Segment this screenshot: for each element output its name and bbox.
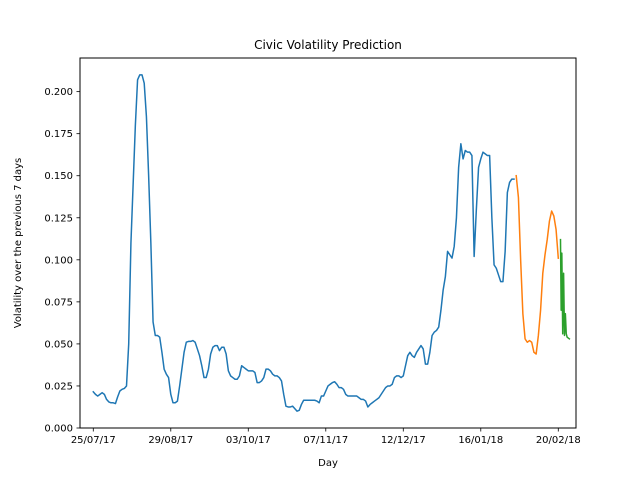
y-axis-ticks: 0.000 0.025 0.050 0.075 0.100 0.125 0.150 0.175… [44, 87, 80, 435]
y-tick-label: 0.175 [44, 129, 73, 140]
y-tick-label: 0.100 [44, 255, 73, 266]
x-axis-label: Day [318, 458, 338, 469]
plot-frame [79, 57, 577, 429]
chart-title: Civic Volatility Prediction [254, 38, 402, 52]
x-tick-label: 25/07/17 [71, 435, 116, 446]
x-axis-ticks: 25/07/17 29/08/17 03/10/17 07/11/17 12/12/17… [71, 428, 581, 446]
x-tick-label: 03/10/17 [226, 435, 271, 446]
series-line-2 [515, 174, 560, 355]
x-tick-label: 16/01/18 [458, 435, 503, 446]
y-tick-label: 0.000 [44, 424, 73, 435]
y-tick-label: 0.150 [44, 171, 73, 182]
x-tick-label: 12/12/17 [381, 435, 426, 446]
series-line-1 [92, 74, 515, 412]
y-tick-label: 0.125 [44, 213, 73, 224]
x-tick-label: 20/02/18 [536, 435, 581, 446]
y-tick-label: 0.075 [44, 297, 73, 308]
y-tick-label: 0.200 [44, 87, 73, 98]
series-layer [92, 74, 571, 412]
x-tick-label: 29/08/17 [148, 435, 193, 446]
y-tick-label: 0.050 [44, 339, 73, 350]
y-tick-label: 0.025 [44, 381, 73, 392]
series-line-3 [559, 238, 571, 340]
x-tick-label: 07/11/17 [303, 435, 348, 446]
y-axis-label: Volatility over the previous 7 days [13, 158, 24, 329]
